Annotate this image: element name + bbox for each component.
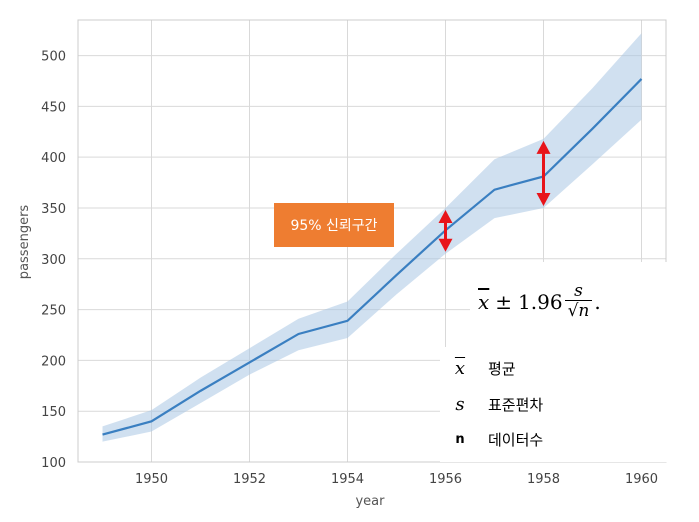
formula-legend: x 평균 s 표준편차 n 데이터수: [440, 347, 668, 462]
y-tick-label: 150: [41, 405, 66, 420]
x-axis-label: year: [355, 494, 385, 509]
y-tick-label: 300: [41, 253, 66, 268]
legend-item-count: n 데이터수: [440, 426, 543, 452]
x-tick-label: 1950: [135, 472, 168, 487]
ci-arrows: [438, 140, 551, 252]
x-tick-label: 1960: [625, 472, 658, 487]
x-tick-label: 1958: [527, 472, 560, 487]
y-tick-label: 200: [41, 354, 66, 369]
formula-denominator: √n: [564, 300, 593, 321]
x-tick-labels: 1950 1952 1954 1956 1958 1960: [135, 472, 658, 487]
legend-item-std: s 표준편차: [440, 391, 543, 417]
plot-frame: [77, 19, 667, 463]
formula-pm: ±: [495, 289, 513, 314]
grid: [77, 19, 667, 463]
data-points: [102, 78, 642, 435]
legend-item-mean: x 평균: [440, 355, 516, 381]
mean-line: [102, 78, 643, 436]
x-tick-label: 1956: [429, 472, 462, 487]
ci-arrow: [438, 209, 453, 252]
x-tick-label: 1954: [331, 472, 364, 487]
legend-label-mean: 평균: [488, 359, 516, 378]
legend-label-count: 데이터수: [488, 430, 544, 449]
y-tick-label: 350: [41, 202, 66, 217]
formula-fraction: s √n: [564, 281, 593, 321]
y-tick-label: 500: [41, 50, 66, 65]
ci-callout-label: 95% 신뢰구간: [290, 218, 378, 234]
formula-constant: 1.96: [518, 289, 563, 314]
formula-period: .: [594, 289, 601, 314]
ci-formula: x ± 1.96 s √n .: [478, 282, 601, 321]
y-tick-labels: 100 150 200 250 300 350 400 450 500: [41, 50, 66, 471]
legend-symbol-std: s: [455, 393, 465, 415]
ci-arrow: [536, 140, 551, 206]
y-tick-label: 100: [41, 456, 66, 471]
ci-callout: 95% 신뢰구간: [274, 203, 394, 247]
legend-symbol-mean: x: [454, 357, 466, 379]
y-tick-label: 400: [41, 151, 66, 166]
y-tick-label: 250: [41, 304, 66, 319]
y-axis-label: passengers: [17, 205, 32, 280]
legend-label-std: 표준편차: [488, 395, 544, 414]
y-tick-label: 450: [41, 100, 66, 115]
formula-numerator: s: [574, 281, 583, 301]
formula-mean: x: [478, 289, 490, 314]
x-tick-label: 1952: [233, 472, 266, 487]
legend-symbol-count: n: [455, 431, 465, 447]
formula-box: [470, 262, 670, 354]
